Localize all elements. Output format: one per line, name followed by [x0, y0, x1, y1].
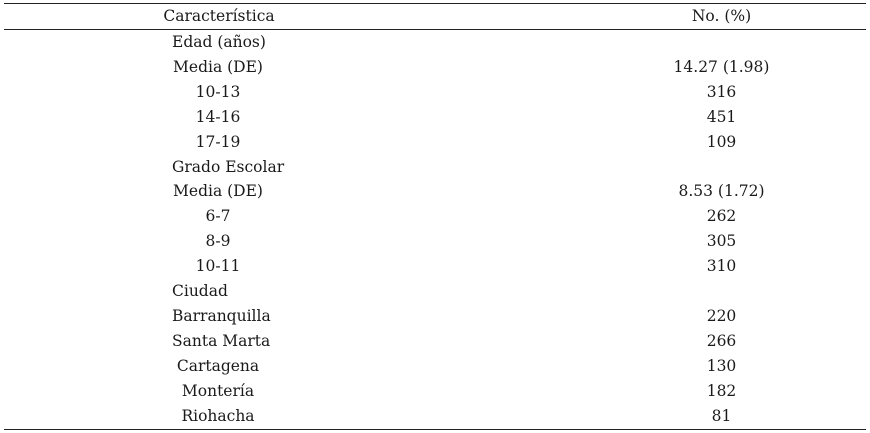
section-row: Ciudad: [4, 279, 866, 304]
table-row: Santa Marta 266: [4, 329, 866, 354]
row-value: 316: [706, 82, 737, 101]
characteristics-table-container: Característica No. (%) Edad (años) Media …: [4, 3, 866, 430]
table-row: 10-13 316: [4, 80, 866, 105]
table-row: Riohacha 81: [4, 404, 866, 429]
row-value-cell: 81: [434, 404, 866, 429]
row-value: 182: [706, 381, 737, 400]
section-label-cell: Grado Escolar: [4, 155, 434, 180]
section-row: Edad (años): [4, 30, 866, 55]
row-label: Riohacha: [181, 406, 255, 425]
table-row: Montería 182: [4, 379, 866, 404]
row-label-cell: Cartagena: [4, 354, 434, 379]
table-row: 10-11 310: [4, 254, 866, 279]
row-label: 10-11: [195, 257, 241, 276]
row-label: 10-13: [195, 82, 241, 101]
row-label-cell: Riohacha: [4, 404, 434, 429]
header-value-label: No. (%): [691, 7, 752, 25]
row-label: Montería: [181, 381, 255, 400]
row-label-cell: Barranquilla: [4, 304, 434, 329]
table-row: Cartagena 130: [4, 354, 866, 379]
table-header: Característica No. (%): [4, 3, 866, 30]
row-value: 109: [706, 132, 737, 151]
header-row: Característica No. (%): [4, 3, 866, 30]
section-label-cell: Ciudad: [4, 279, 434, 304]
row-value-cell: 109: [434, 130, 866, 155]
row-value-cell: 8.53 (1.72): [434, 179, 866, 204]
table-row: Barranquilla 220: [4, 304, 866, 329]
row-label-cell: 17-19: [4, 130, 434, 155]
row-value-cell: 305: [434, 229, 866, 254]
section-label: Edad (años): [172, 33, 266, 51]
row-value: 266: [706, 331, 737, 350]
row-value-cell: 262: [434, 204, 866, 229]
row-value: 451: [706, 107, 737, 126]
section-label-cell: Edad (años): [4, 30, 434, 55]
row-label: 17-19: [195, 132, 241, 151]
table-row: 8-9 305: [4, 229, 866, 254]
row-label-cell: Montería: [4, 379, 434, 404]
row-label: 14-16: [195, 107, 241, 126]
row-value-cell: 310: [434, 254, 866, 279]
row-label: 6-7: [205, 207, 231, 226]
row-label-cell: 10-11: [4, 254, 434, 279]
table-row: Media (DE) 14.27 (1.98): [4, 55, 866, 80]
table-row: Media (DE) 8.53 (1.72): [4, 179, 866, 204]
table-body: Edad (años) Media (DE) 14.27 (1.98) 10-13 31…: [4, 30, 866, 429]
row-value: 262: [706, 207, 737, 226]
row-label: Cartagena: [176, 356, 260, 375]
row-label-cell: 10-13: [4, 80, 434, 105]
row-label: Santa Marta: [172, 331, 271, 350]
section-label: Ciudad: [172, 282, 228, 301]
row-value: 305: [706, 232, 737, 251]
row-label-cell: 14-16: [4, 105, 434, 130]
table-row: 14-16 451: [4, 105, 866, 130]
row-label-cell: Media (DE): [4, 55, 434, 80]
section-row: Grado Escolar: [4, 155, 866, 180]
row-label: Media (DE): [173, 57, 263, 76]
table-row: 6-7 262: [4, 204, 866, 229]
row-value-cell: 220: [434, 304, 866, 329]
row-value-cell: 451: [434, 105, 866, 130]
row-value-cell: 182: [434, 379, 866, 404]
row-label-cell: Media (DE): [4, 179, 434, 204]
row-value-cell: 316: [434, 80, 866, 105]
header-characteristic-label: Característica: [163, 7, 275, 25]
section-label: Grado Escolar: [172, 157, 285, 176]
row-label: Media (DE): [173, 182, 263, 201]
row-value: 130: [706, 356, 737, 375]
row-value-cell: [434, 155, 866, 180]
row-value: 8.53 (1.72): [678, 182, 765, 201]
row-label-cell: 8-9: [4, 229, 434, 254]
row-value-cell: 14.27 (1.98): [434, 55, 866, 80]
row-label-cell: Santa Marta: [4, 329, 434, 354]
row-value: 81: [711, 406, 732, 425]
row-value-cell: 266: [434, 329, 866, 354]
row-value: 220: [706, 306, 737, 325]
header-characteristic: Característica: [4, 4, 434, 30]
row-value: 310: [706, 257, 737, 276]
row-value: 14.27 (1.98): [673, 57, 770, 76]
row-label-cell: 6-7: [4, 204, 434, 229]
row-value-cell: 130: [434, 354, 866, 379]
row-value-cell: [434, 279, 866, 304]
row-label: Barranquilla: [172, 306, 271, 325]
header-value: No. (%): [434, 4, 866, 30]
characteristics-table: Característica No. (%) Edad (años) Media …: [4, 3, 866, 430]
table-row: 17-19 109: [4, 130, 866, 155]
row-label: 8-9: [205, 232, 231, 251]
row-value-cell: [434, 30, 866, 55]
